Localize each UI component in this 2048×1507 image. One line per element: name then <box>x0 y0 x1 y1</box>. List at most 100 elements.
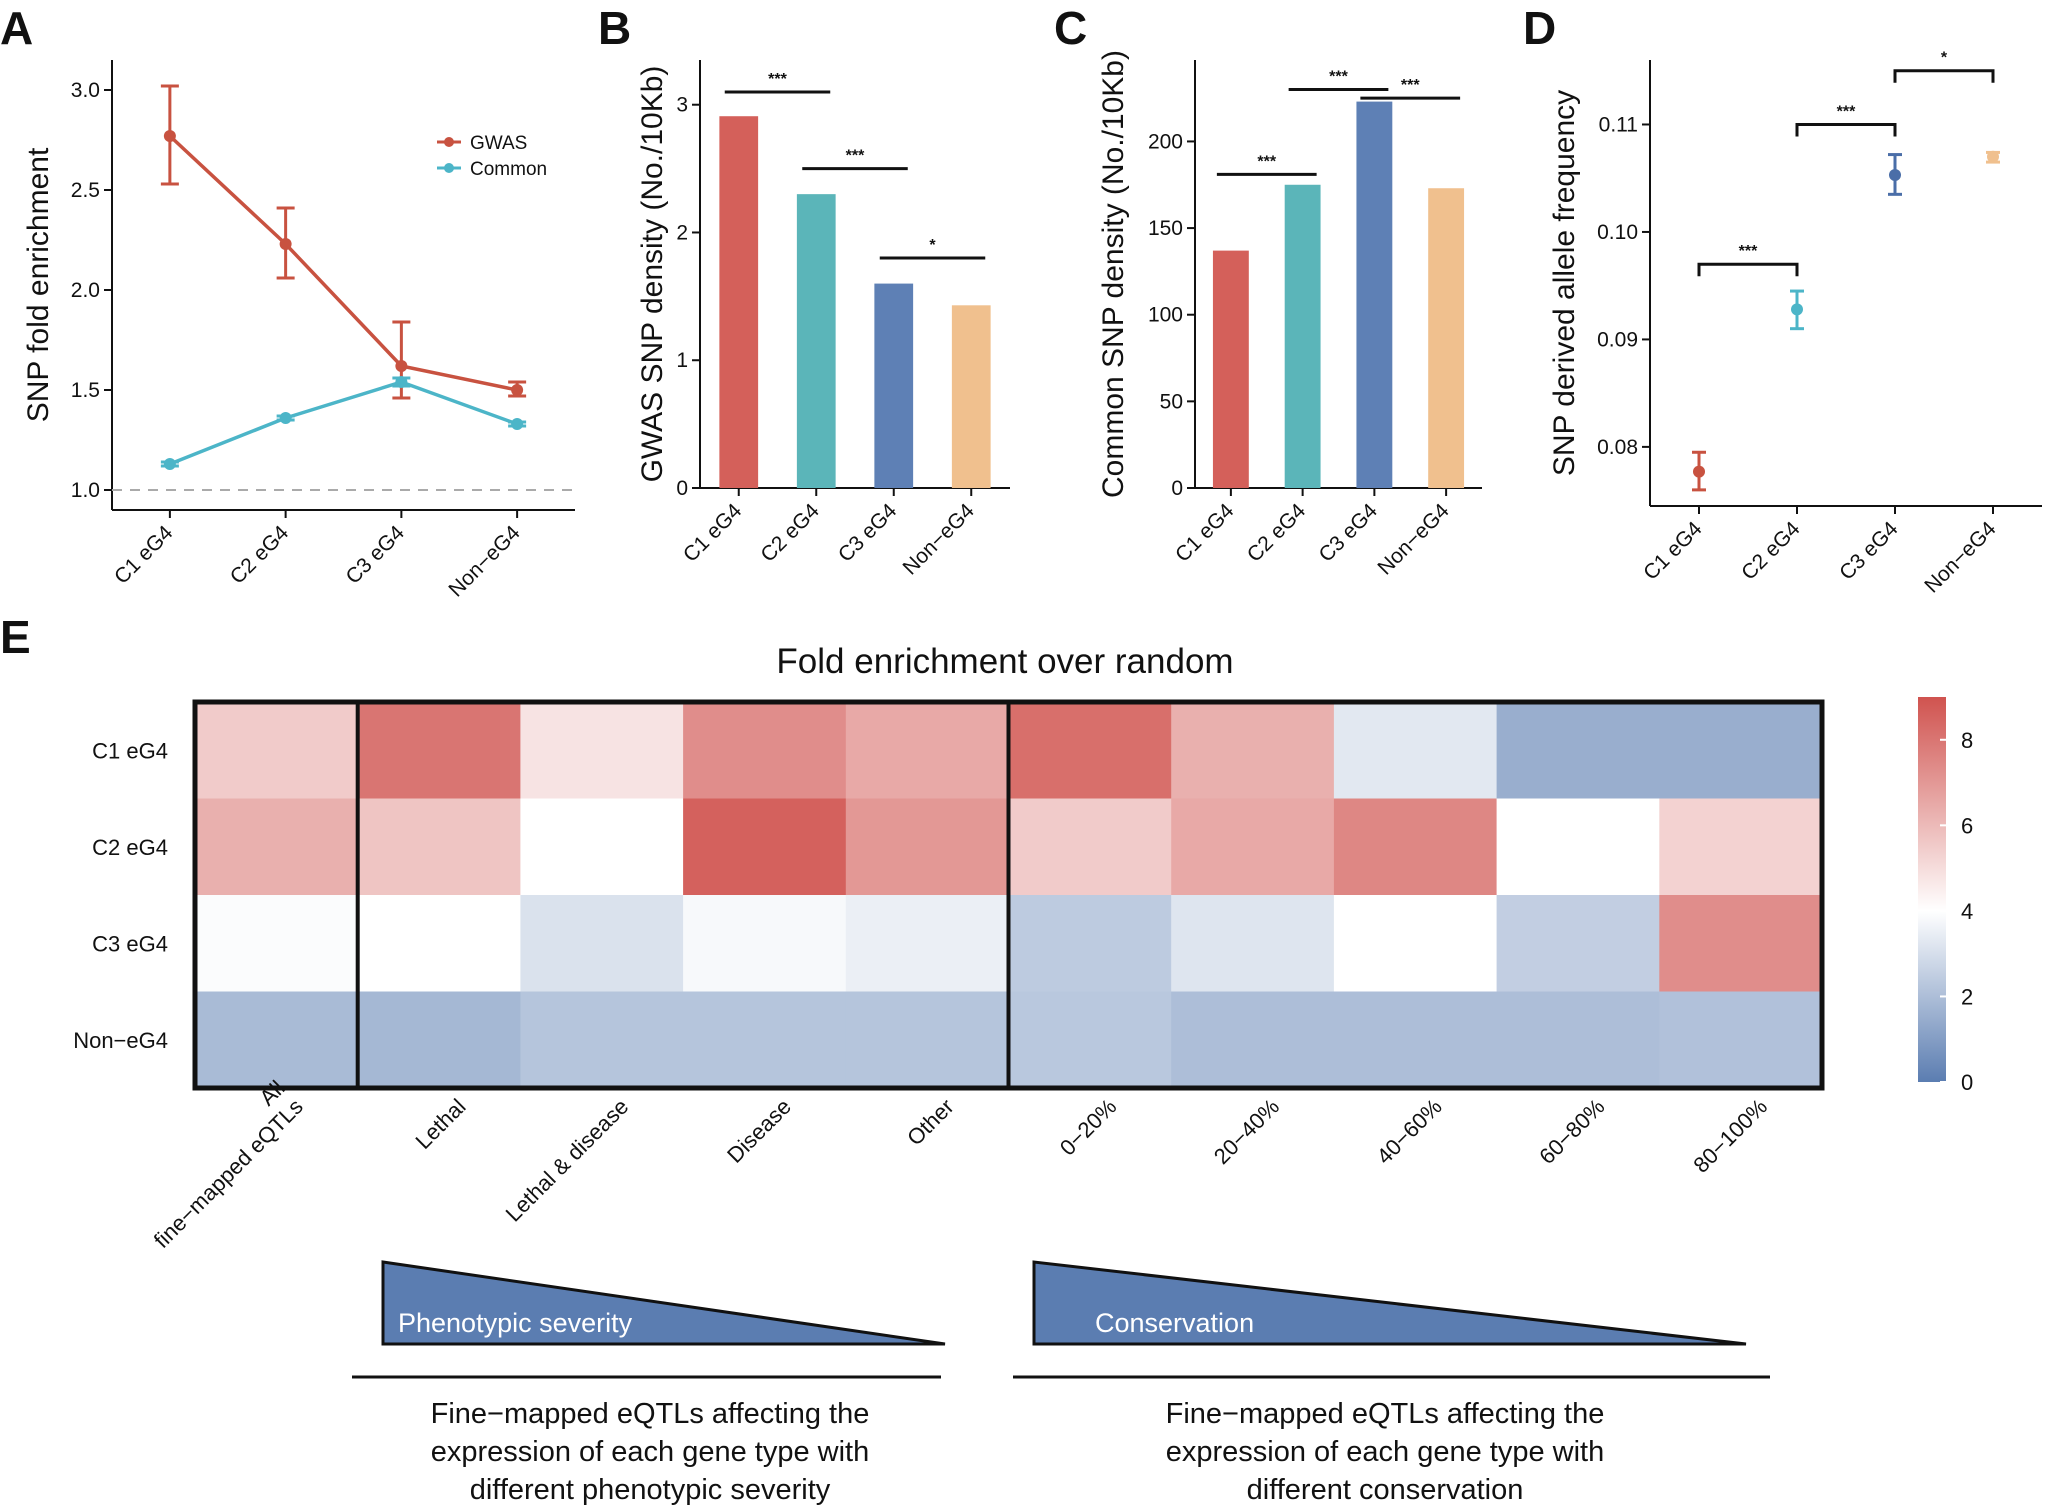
heatmap-cell <box>1496 991 1660 1089</box>
caption-line: expression of each gene type with <box>1166 1436 1605 1468</box>
heatmap-cell <box>520 991 684 1089</box>
y-axis-title: GWAS SNP density (No./10Kb) <box>636 66 669 483</box>
heatmap-cell <box>683 991 847 1089</box>
data-point <box>279 412 292 424</box>
caption-line: Fine−mapped eQTLs affecting the <box>431 1398 870 1430</box>
heatmap-cell <box>1333 798 1498 896</box>
y-axis-title: SNP fold enrichment <box>22 147 55 422</box>
heatmap-cell <box>845 798 1009 896</box>
x-tick-label: C1 eG4 <box>1639 517 1707 585</box>
y-tick-label: 3.0 <box>71 79 100 102</box>
y-tick-label: 100 <box>1148 304 1183 327</box>
heatmap-cell <box>1659 895 1823 992</box>
gradient-triangle <box>381 1260 946 1346</box>
heatmap-cell <box>1659 798 1823 896</box>
heatmap-cell <box>1333 702 1498 799</box>
heatmap-cell <box>1659 702 1823 799</box>
heatmap-cell <box>357 702 521 799</box>
x-tick-label: C3 eG4 <box>1835 517 1903 585</box>
heatmap-cell <box>520 702 684 799</box>
heatmap-cell <box>195 991 359 1089</box>
y-tick-label: 50 <box>1160 390 1183 413</box>
y-tick-label: 150 <box>1148 217 1183 240</box>
heatmap-cell <box>520 895 684 992</box>
data-point <box>511 418 524 430</box>
legend-label: GWAS <box>470 133 527 154</box>
x-tick-label: Non−eG4 <box>899 499 979 579</box>
heatmap-cell <box>1171 798 1335 896</box>
bar <box>1284 184 1321 488</box>
data-point <box>395 360 408 372</box>
significance-bracket <box>1697 262 1799 277</box>
heatmap-row-label: C2 eG4 <box>92 835 168 860</box>
heatmap-cell <box>1333 895 1498 992</box>
heatmap-cell <box>845 991 1009 1089</box>
panel-letter-e: E <box>0 611 31 663</box>
x-tick-label: C1 eG4 <box>110 521 178 589</box>
y-tick-label: 1.0 <box>71 479 100 502</box>
colorbar <box>1918 697 1946 1082</box>
significance-label: *** <box>1401 77 1420 94</box>
y-tick-label: 1 <box>676 349 688 372</box>
heatmap-row-label: C1 eG4 <box>92 738 168 763</box>
significance-label: *** <box>846 148 865 165</box>
bar <box>796 194 836 489</box>
y-axis-title: Common SNP density (No./10Kb) <box>1097 50 1130 498</box>
panel-letter-c: C <box>1054 2 1087 54</box>
heatmap-cell <box>195 702 359 799</box>
heatmap-cell <box>1171 895 1335 992</box>
panel-letter-d: D <box>1523 2 1556 54</box>
significance-label: * <box>929 237 936 254</box>
colorbar-tick-label: 4 <box>1961 899 1973 924</box>
legend-swatch-dot <box>444 137 454 147</box>
y-tick-label: 0.10 <box>1597 221 1638 244</box>
heatmap-cell <box>195 798 359 896</box>
heatmap-cell <box>1496 895 1660 992</box>
heatmap-cell <box>1008 991 1172 1089</box>
heatmap-cell <box>683 895 847 992</box>
bar <box>951 305 991 488</box>
heatmap-row-label: C3 eG4 <box>92 931 168 956</box>
y-axis-title: SNP derived allele frequency <box>1548 90 1581 476</box>
column-label-line: fine−mapped eQTLs <box>149 1094 308 1253</box>
colorbar-tick-label: 8 <box>1961 728 1973 753</box>
x-tick-label: C2 eG4 <box>1737 517 1805 585</box>
series-line-gwas <box>168 134 518 392</box>
heatmap-cell <box>1171 991 1335 1089</box>
data-point <box>1693 465 1705 478</box>
y-tick-label: 0.11 <box>1599 113 1638 136</box>
panel-e-heatmap: Fold enrichment over random C1 eG4 C2 eG4 C… <box>73 642 1973 1506</box>
heatmap-cell <box>1008 895 1172 992</box>
gradient-triangle <box>1032 1260 1747 1346</box>
heatmap-column-label: Other <box>902 1094 959 1151</box>
data-point <box>1791 303 1803 316</box>
y-tick-label: 200 <box>1148 130 1183 153</box>
heatmap-column-label: Disease <box>722 1094 796 1168</box>
colorbar-tick-label: 2 <box>1961 984 1973 1009</box>
significance-label: *** <box>1257 153 1276 170</box>
bar <box>719 116 759 488</box>
heatmap-row-label: Non−eG4 <box>73 1028 168 1053</box>
x-tick-label: C2 eG4 <box>1243 499 1311 567</box>
heatmap-cell <box>1008 798 1172 896</box>
caption-line: Fine−mapped eQTLs affecting the <box>1166 1398 1605 1430</box>
heatmap-cell <box>1171 702 1335 799</box>
significance-label: *** <box>1739 243 1758 260</box>
caption-line: different phenotypic severity <box>470 1474 831 1506</box>
x-tick-label: C3 eG4 <box>1314 499 1382 567</box>
heatmap-column-label: 40−60% <box>1372 1094 1447 1169</box>
heatmap-cell <box>357 991 521 1089</box>
panel-d-point-chart: 0.08 0.09 0.10 0.11 C1 eG4 C2 eG4 C3 eG4 Non−eG… <box>1548 50 2042 598</box>
significance-label: *** <box>1329 68 1348 85</box>
y-tick-label: 3 <box>676 94 688 117</box>
x-tick-label: C2 eG4 <box>226 521 294 589</box>
y-tick-label: 2 <box>676 221 688 244</box>
bar <box>874 283 914 488</box>
data-point <box>163 458 176 470</box>
y-tick-label: 0.08 <box>1597 436 1638 459</box>
panel-a-line-chart: 1.0 1.5 2.0 2.5 3.0 C1 eG4 C2 eG4 C3 eG4 Non−eG4… <box>22 60 575 602</box>
heatmap-cell <box>683 798 847 896</box>
significance-bracket <box>1893 69 1995 83</box>
data-point <box>1889 168 1901 181</box>
